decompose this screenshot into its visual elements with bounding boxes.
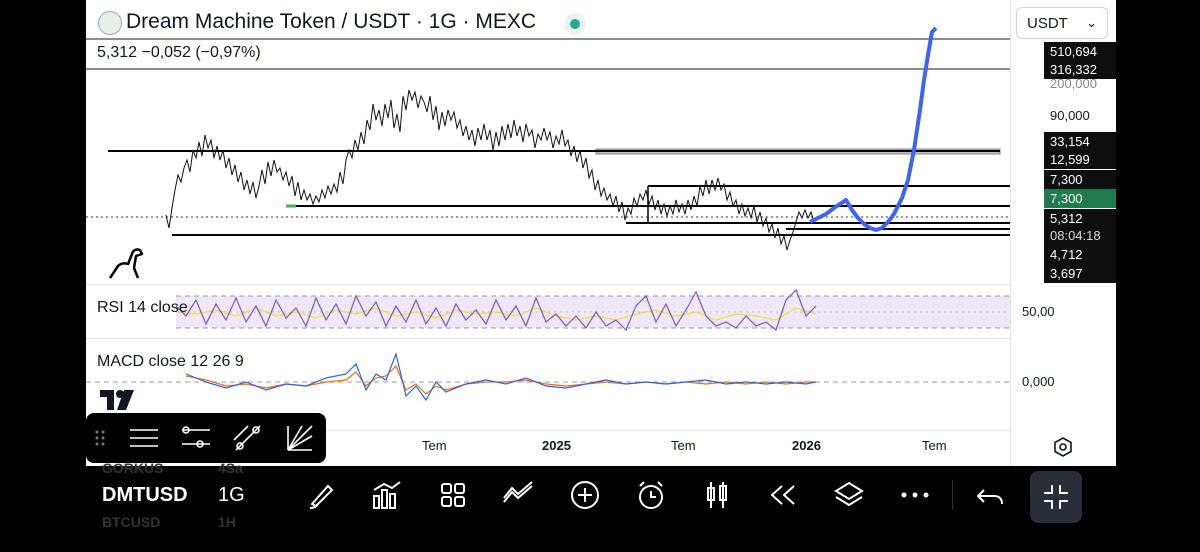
tradingview-logo — [100, 390, 134, 410]
currency-select-value: USDT — [1027, 15, 1068, 32]
alarm-clock-icon[interactable] — [634, 478, 668, 512]
time-label-tem-3: Tem — [922, 438, 947, 453]
bottom-toolbar[interactable]: GORKUS 4Sa DMTUSD 1G BTCUSD 1H — [86, 460, 1116, 530]
macd-pane[interactable] — [86, 340, 1010, 430]
macd-signal-line — [185, 364, 816, 395]
projected-price-path — [809, 26, 938, 232]
trendline-tool-icon[interactable] — [232, 422, 264, 454]
price-chart-canvas[interactable] — [86, 0, 1010, 290]
layouts-grid-icon[interactable] — [436, 478, 470, 512]
price-label-4712: 4,712 — [1044, 245, 1116, 264]
time-label-2025: 2025 — [542, 438, 571, 453]
candle-countdown-label: 08:04:18 — [1044, 226, 1116, 245]
toolbar-divider — [952, 480, 953, 510]
time-label-2026: 2026 — [792, 438, 821, 453]
macd-title[interactable]: MACD close 12 26 9 — [97, 353, 244, 370]
compare-lines-icon[interactable] — [502, 478, 536, 512]
rsi-level-label: 50,00 — [1022, 304, 1055, 319]
collapse-icon — [1044, 485, 1068, 509]
rsi-pane-separator — [86, 284, 1010, 285]
symbol-list-ghost-2: BTCUSD — [102, 514, 161, 530]
price-label-316332: 316,332 — [1044, 60, 1116, 79]
collapse-fullscreen-button[interactable] — [1030, 471, 1082, 523]
rsi-line — [175, 288, 817, 332]
symbol-title[interactable]: Dream Machine Token / USDT · 1G · MEXC — [126, 10, 537, 33]
price-change-readout: 5,312 −0,052 (−0,97%) — [97, 44, 261, 61]
market-status-icon — [564, 13, 586, 35]
timeframe-list-ghost-1: 4Sa — [218, 460, 243, 476]
timeframe-selector[interactable]: 1G — [218, 484, 245, 506]
currency-select[interactable]: USDT ⌄ — [1016, 7, 1108, 39]
price-label-7300: 7,300 — [1044, 170, 1116, 189]
fib-fan-tool-icon[interactable] — [284, 422, 316, 454]
price-label-12599: 12,599 — [1044, 150, 1116, 169]
token-logo — [98, 11, 122, 35]
price-label-3697: 3,697 — [1044, 264, 1116, 283]
current-price-label: 5,312 — [1044, 209, 1116, 228]
layers-icon[interactable] — [832, 478, 866, 512]
price-label-200000: 200,000 — [1050, 76, 1097, 91]
price-label-7300-green: 7,300 — [1044, 189, 1116, 208]
macd-level-label: 0,000 — [1022, 374, 1055, 389]
more-options-icon[interactable] — [898, 478, 932, 512]
price-label-90000: 90,000 — [1050, 108, 1090, 123]
price-label-510694: 510,694 — [1044, 42, 1116, 61]
symbol-list-ghost-1: GORKUS — [102, 460, 164, 476]
chart-settings-icon[interactable] — [1052, 436, 1074, 458]
drawing-toolbar[interactable] — [86, 413, 326, 463]
rsi-signal-line — [175, 307, 817, 321]
drag-handle-icon[interactable] — [94, 429, 106, 447]
indicators-icon[interactable] — [370, 478, 404, 512]
replay-rewind-icon[interactable] — [766, 478, 800, 512]
undo-icon[interactable] — [974, 478, 1008, 512]
time-label-tem-2: Tem — [671, 438, 696, 453]
symbol-selector[interactable]: DMTUSD — [102, 484, 188, 506]
ray-lines-tool-icon[interactable] — [180, 422, 212, 454]
rsi-pane[interactable] — [86, 286, 1010, 336]
dinosaur-icon — [108, 248, 144, 279]
time-axis-separator — [86, 430, 1010, 431]
timeframe-list-ghost-2: 1H — [218, 514, 236, 530]
historical-price-series — [165, 89, 815, 251]
horizontal-lines-tool-icon[interactable] — [128, 422, 160, 454]
time-label-tem-1: Tem — [422, 438, 447, 453]
macd-pane-separator — [86, 338, 1010, 339]
price-label-33154: 33,154 — [1044, 132, 1116, 151]
candles-style-icon[interactable] — [700, 478, 734, 512]
price-axis-separator — [1010, 0, 1011, 525]
add-plus-icon[interactable] — [568, 478, 602, 512]
drawing-brush-icon[interactable] — [306, 478, 340, 512]
rsi-title[interactable]: RSI 14 close — [97, 299, 188, 316]
macd-line — [185, 351, 817, 402]
chevron-down-icon: ⌄ — [1086, 15, 1097, 30]
